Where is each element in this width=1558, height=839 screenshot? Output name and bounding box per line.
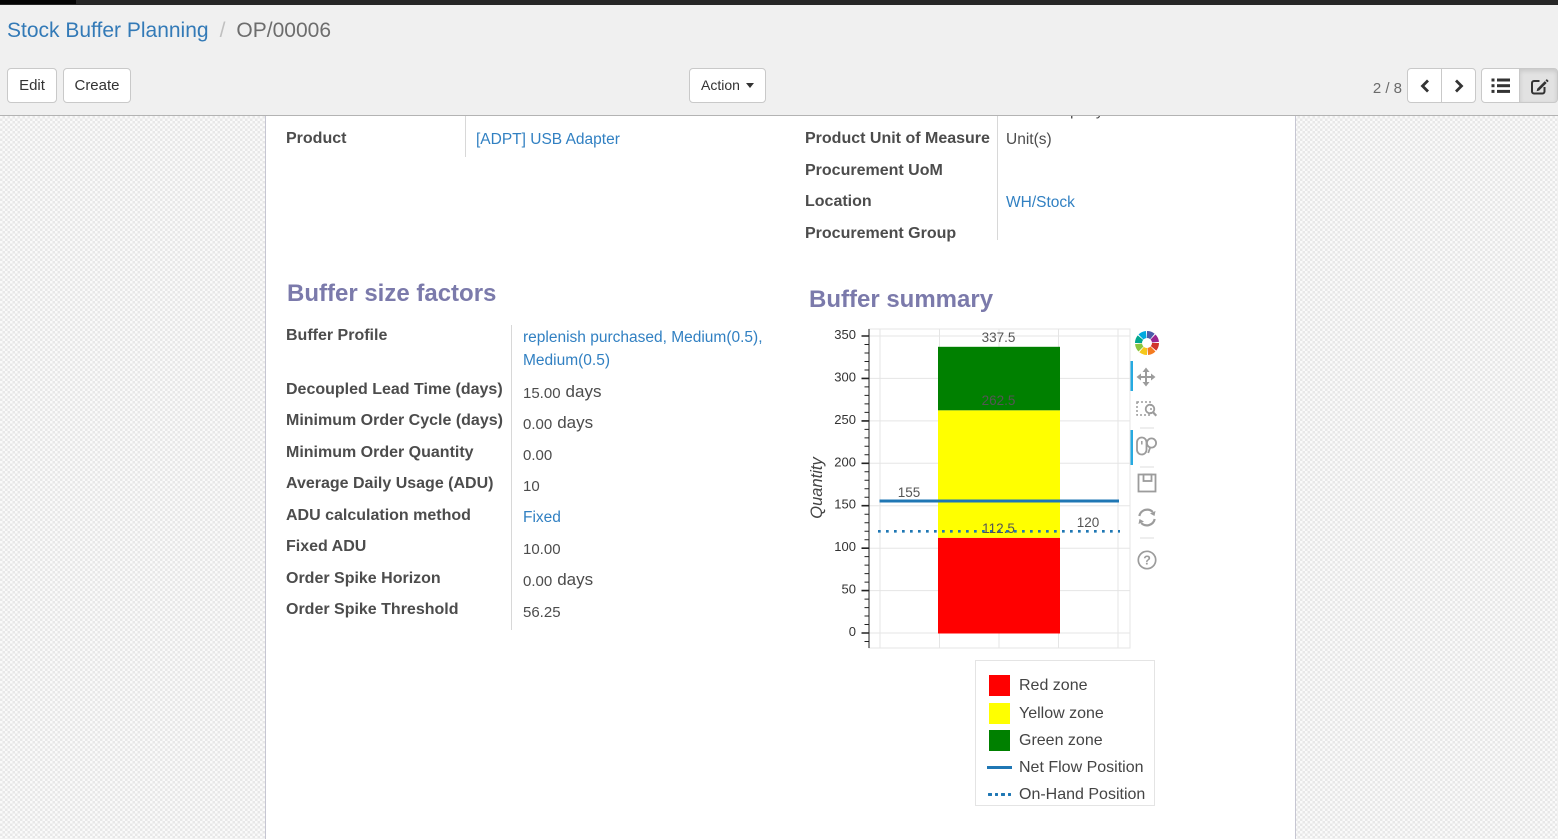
svg-text:300: 300: [834, 369, 856, 384]
svg-text:Quantity: Quantity: [808, 456, 826, 519]
svg-text:?: ?: [1143, 554, 1151, 568]
svg-text:120: 120: [1077, 515, 1100, 530]
svg-text:262.5: 262.5: [982, 393, 1016, 408]
svg-text:50: 50: [842, 582, 856, 597]
svg-text:337.5: 337.5: [982, 330, 1016, 345]
svg-text:100: 100: [834, 539, 856, 554]
svg-text:200: 200: [834, 454, 856, 469]
svg-text:112.5: 112.5: [982, 521, 1015, 536]
svg-text:150: 150: [834, 497, 856, 512]
svg-text:155: 155: [898, 485, 921, 500]
svg-text:350: 350: [834, 327, 856, 342]
svg-text:250: 250: [834, 412, 856, 427]
svg-text:0: 0: [849, 624, 856, 639]
